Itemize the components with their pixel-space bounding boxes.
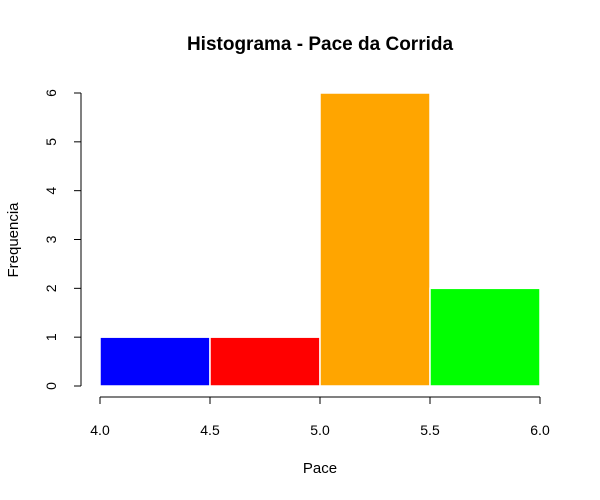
histogram-bar-0 xyxy=(99,336,211,387)
x-tick-label: 4.5 xyxy=(200,422,220,438)
histogram-bar-2 xyxy=(319,92,431,387)
y-tick-label: 3 xyxy=(43,235,59,243)
histogram-bar-3 xyxy=(429,287,541,387)
y-tick-label: 1 xyxy=(43,333,59,341)
bars-group xyxy=(99,92,541,387)
x-tick-label: 5.0 xyxy=(310,422,330,438)
chart-title: Histograma - Pace da Corrida xyxy=(187,34,454,55)
x-tick-label: 6.0 xyxy=(530,422,550,438)
y-tick-label: 0 xyxy=(43,382,59,390)
y-tick-label: 6 xyxy=(43,89,59,97)
x-tick-label: 4.0 xyxy=(90,422,110,438)
y-axis-label: Frequencia xyxy=(5,202,22,278)
x-tick-label: 5.5 xyxy=(420,422,440,438)
y-tick-label: 2 xyxy=(43,284,59,292)
histogram-bar-1 xyxy=(209,336,321,387)
x-axis-label: Pace xyxy=(303,460,337,477)
y-tick-label: 5 xyxy=(43,138,59,146)
y-tick-label: 4 xyxy=(43,187,59,195)
x-axis: 4.0 4.5 5.0 5.5 6.0 xyxy=(90,396,550,438)
y-axis: 0 1 2 3 4 5 6 xyxy=(43,89,82,390)
